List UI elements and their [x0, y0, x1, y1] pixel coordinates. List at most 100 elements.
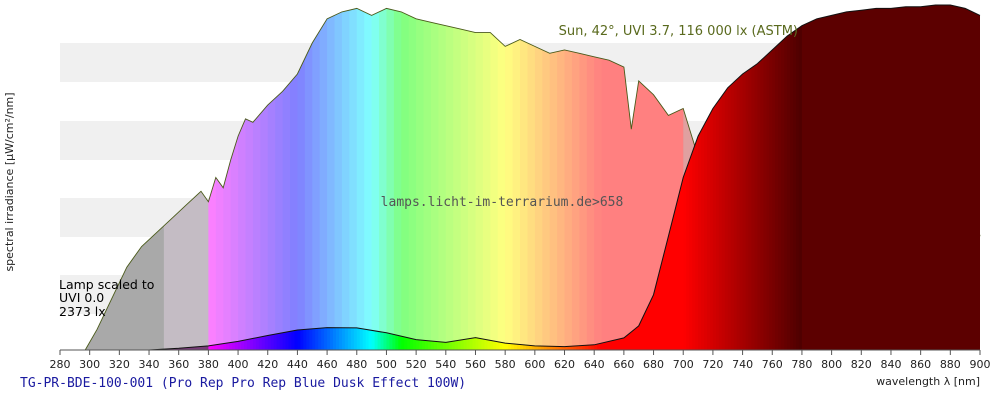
lamp-band	[706, 5, 711, 350]
sun-band-visible	[475, 8, 484, 350]
lamp-band	[736, 5, 741, 350]
lamp-band	[745, 5, 750, 350]
lamp-spectrum-line	[148, 4, 981, 351]
sun-band-visible	[601, 8, 610, 350]
sun-band-visible	[631, 8, 640, 350]
lamp-band	[730, 5, 735, 350]
x-tick-label: 880	[940, 358, 961, 371]
x-tick-label: 520	[406, 358, 427, 371]
x-tick-label: 440	[287, 358, 308, 371]
lamp-band	[709, 5, 714, 350]
lamp-band	[858, 5, 862, 350]
lamp-band	[775, 5, 779, 350]
lamp-band	[950, 5, 954, 350]
lamp-band	[956, 5, 960, 350]
lamp-band	[974, 5, 978, 350]
sun-band-visible	[438, 8, 447, 350]
lamp-band	[962, 5, 966, 350]
lamp-band	[686, 5, 690, 350]
x-tick-label: 600	[524, 358, 545, 371]
lamp-band	[766, 5, 770, 350]
lamp-band	[724, 5, 729, 350]
sun-band-visible	[460, 8, 469, 350]
sun-band-visible	[245, 8, 254, 350]
lamp-band	[757, 5, 761, 350]
sun-band-visible	[230, 8, 239, 350]
lamp-band	[733, 5, 738, 350]
lamp-band	[905, 5, 910, 350]
sun-band-visible	[512, 8, 521, 350]
sun-band-visible	[393, 8, 402, 350]
lamp-band	[701, 5, 705, 350]
lamp-band	[781, 5, 785, 350]
lamp-band	[798, 5, 803, 350]
sun-band-visible	[267, 8, 276, 350]
x-axis-title: wavelength λ [nm]	[876, 375, 980, 388]
lamp-band	[846, 5, 851, 350]
lamp-band	[920, 5, 925, 350]
lamp-title: TG-PR-BDE-100-001 (Pro Rep Pro Rep Blue …	[20, 376, 467, 391]
lamp-band	[968, 5, 972, 350]
sun-band-visible	[520, 8, 529, 350]
sun-band-visible	[497, 8, 506, 350]
lamp-band	[885, 5, 889, 350]
sun-band-visible	[275, 8, 284, 350]
sun-band-visible	[319, 8, 328, 350]
sun-band-visible	[349, 8, 358, 350]
sun-band-visible	[534, 8, 543, 350]
sun-band-visible	[408, 8, 417, 350]
sun-band-visible	[430, 8, 439, 350]
lamp-band	[843, 5, 848, 350]
lamp-band	[899, 5, 904, 350]
x-tick-label: 480	[346, 358, 367, 371]
lamp-band	[852, 5, 856, 350]
lamp-band	[742, 5, 747, 350]
lamp-band	[739, 5, 744, 350]
lamp-band	[855, 5, 859, 350]
x-tick-label: 460	[317, 358, 338, 371]
sun-band-visible	[668, 8, 677, 350]
lamp-band	[828, 5, 833, 350]
x-tick-label: 700	[673, 358, 694, 371]
lamp-band	[953, 5, 957, 350]
lamp-band	[790, 5, 794, 350]
lamp-band	[914, 5, 919, 350]
x-tick-label: 800	[821, 358, 842, 371]
lamp-band	[882, 5, 886, 350]
lamp-band	[727, 5, 732, 350]
sun-band-visible	[675, 8, 684, 350]
lamp-band	[831, 5, 836, 350]
x-tick-label: 760	[762, 358, 783, 371]
sun-band-visible	[423, 8, 432, 350]
sun-band-visible	[327, 8, 336, 350]
x-tick-label: 860	[910, 358, 931, 371]
lamp-band	[760, 5, 764, 350]
lamp-band	[718, 5, 723, 350]
lamp-band	[721, 5, 726, 350]
sun-band-visible	[445, 8, 454, 350]
x-tick-label: 560	[465, 358, 486, 371]
lamp-band	[932, 5, 937, 350]
lamp-band	[893, 5, 898, 350]
sun-band-visible	[401, 8, 410, 350]
x-tick-label: 740	[732, 358, 753, 371]
x-tick-label: 660	[613, 358, 634, 371]
lamp-label-line-2: UVI 0.0	[59, 290, 104, 305]
sun-band-visible	[334, 8, 343, 350]
sun-band-visible	[290, 8, 299, 350]
sun-band-visible	[579, 8, 588, 350]
x-tick-label: 360	[168, 358, 189, 371]
sun-band-visible	[297, 8, 306, 350]
x-tick-label: 340	[139, 358, 160, 371]
lamp-band	[902, 5, 907, 350]
lamp-band	[911, 5, 916, 350]
sun-band-visible	[282, 8, 291, 350]
watermark: lamps.licht-im-terrarium.de>658	[381, 195, 624, 210]
lamp-band	[923, 5, 928, 350]
lamp-band	[873, 5, 877, 350]
sun-band-visible	[623, 8, 632, 350]
lamp-band	[683, 5, 687, 350]
lamp-band	[941, 5, 945, 350]
lamp-band	[849, 5, 853, 350]
